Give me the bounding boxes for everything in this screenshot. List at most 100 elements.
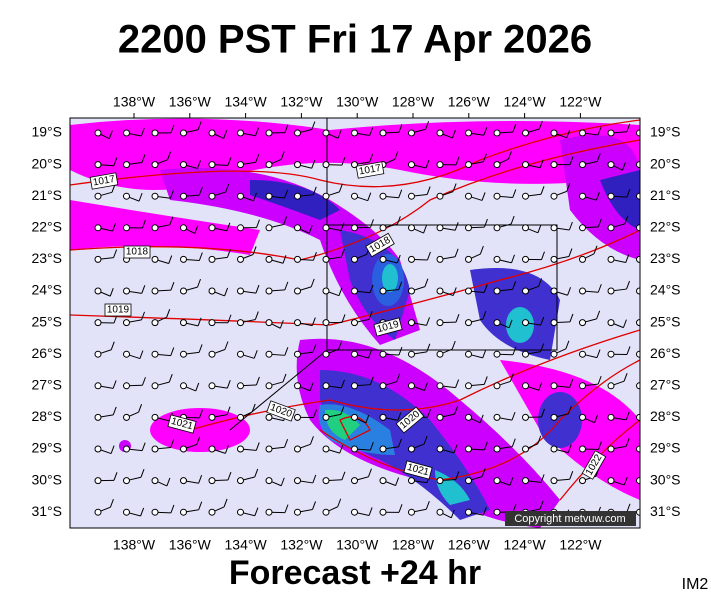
lon-label-top: 124°W	[504, 94, 547, 110]
barb-station	[608, 256, 614, 262]
barb-station	[437, 383, 443, 389]
barb-station	[437, 193, 443, 199]
barb-station	[380, 130, 386, 136]
barb-station	[352, 414, 358, 420]
barb-station	[409, 225, 415, 231]
barb-station	[295, 414, 301, 420]
barb-station	[323, 414, 329, 420]
barb-station	[523, 130, 529, 136]
barb-station	[551, 383, 557, 389]
barb-station	[323, 130, 329, 136]
barb-station	[266, 414, 272, 420]
barb-station	[608, 130, 614, 136]
lon-label-bottom: 138°W	[113, 537, 156, 553]
barb-station	[523, 256, 529, 262]
lat-label-right: 22°S	[650, 219, 681, 235]
barb-station	[523, 162, 529, 168]
barb-station	[209, 414, 215, 420]
barb-station	[608, 351, 614, 357]
barb-station	[551, 320, 557, 326]
barb-station	[323, 446, 329, 452]
barb-station	[380, 383, 386, 389]
barb-station	[352, 446, 358, 452]
barb-station	[580, 446, 586, 452]
barb-station	[437, 288, 443, 294]
barb-station	[181, 256, 187, 262]
barb-station	[238, 288, 244, 294]
isobar-label-group: 1019	[105, 304, 131, 316]
isobar-label: 1018	[126, 247, 149, 258]
barb-station	[580, 256, 586, 262]
barb-station	[523, 383, 529, 389]
barb-station	[209, 225, 215, 231]
barb-station	[124, 509, 130, 515]
barb-station	[466, 193, 472, 199]
lat-label-right: 27°S	[650, 377, 681, 393]
barb-station	[209, 288, 215, 294]
barb-station	[437, 351, 443, 357]
barb-station	[266, 478, 272, 484]
barb-station	[437, 509, 443, 515]
barb-station	[352, 130, 358, 136]
title: 2200 PST Fri 17 Apr 2026	[118, 18, 592, 62]
barb-station	[152, 383, 158, 389]
barb-station	[494, 351, 500, 357]
barb-station	[181, 383, 187, 389]
barb-station	[466, 446, 472, 452]
barb-station	[95, 320, 101, 326]
lon-label-bottom: 134°W	[225, 537, 268, 553]
barb-station	[238, 478, 244, 484]
barb-station	[466, 320, 472, 326]
lon-label-top: 126°W	[448, 94, 491, 110]
map-field	[70, 118, 659, 528]
barb-station	[580, 351, 586, 357]
barb-station	[209, 256, 215, 262]
barb-station	[152, 478, 158, 484]
barb-station	[466, 130, 472, 136]
barb-station	[380, 193, 386, 199]
barb-station	[551, 193, 557, 199]
barb-station	[466, 478, 472, 484]
barb-station	[380, 256, 386, 262]
lat-label-left: 31°S	[31, 503, 62, 519]
barb-station	[523, 478, 529, 484]
isobar-label: 1019	[107, 305, 130, 316]
barb-station	[523, 446, 529, 452]
barb-station	[551, 478, 557, 484]
barb-station	[209, 320, 215, 326]
barb-station	[494, 225, 500, 231]
barb-station	[466, 414, 472, 420]
barb-station	[352, 225, 358, 231]
lat-label-right: 24°S	[650, 282, 681, 298]
barb-station	[124, 288, 130, 294]
barb-station	[295, 193, 301, 199]
barb-station	[551, 225, 557, 231]
barb-station	[608, 162, 614, 168]
barb-station	[238, 446, 244, 452]
barb-station	[323, 509, 329, 515]
barb-station	[295, 256, 301, 262]
barb-station	[409, 320, 415, 326]
barb-station	[181, 351, 187, 357]
barb-station	[181, 130, 187, 136]
barb-station	[494, 130, 500, 136]
barb-station	[181, 509, 187, 515]
barb-station	[409, 130, 415, 136]
barb-station	[494, 478, 500, 484]
barb-station	[238, 256, 244, 262]
barb-station	[551, 446, 557, 452]
lat-label-left: 26°S	[31, 345, 62, 361]
barb-station	[238, 130, 244, 136]
image-id: IM2	[682, 576, 709, 593]
barb-station	[95, 446, 101, 452]
barb-station	[209, 383, 215, 389]
barb-station	[181, 320, 187, 326]
barb-station	[352, 193, 358, 199]
barb-station	[124, 225, 130, 231]
barb-station	[494, 509, 500, 515]
barb-station	[95, 225, 101, 231]
barb-station	[580, 130, 586, 136]
lat-label-left: 20°S	[31, 155, 62, 171]
barb-station	[95, 288, 101, 294]
